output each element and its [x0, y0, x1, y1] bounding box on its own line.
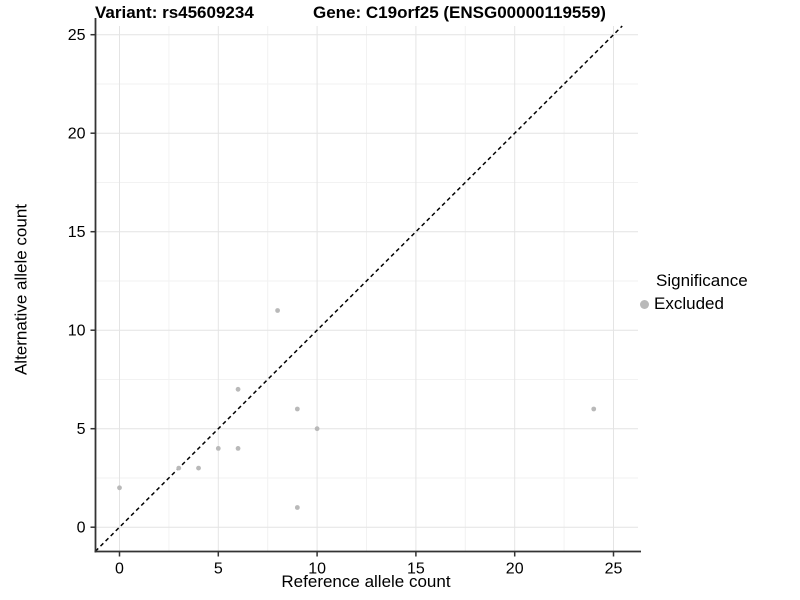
legend-title: Significance: [656, 271, 748, 290]
svg-text:25: 25: [605, 561, 623, 578]
plot-title-gene: Gene: C19orf25 (ENSG00000119559): [313, 3, 606, 22]
svg-text:15: 15: [68, 224, 86, 241]
svg-text:20: 20: [68, 126, 86, 143]
svg-text:0: 0: [115, 561, 124, 578]
excluded-point-icon: [640, 299, 649, 309]
legend-item-label: Excluded: [654, 294, 724, 313]
x-axis-title: Reference allele count: [281, 572, 451, 591]
svg-text:20: 20: [506, 561, 524, 578]
y-axis-title: Alternative allele count: [11, 203, 31, 376]
svg-text:10: 10: [68, 323, 86, 340]
svg-text:25: 25: [68, 27, 86, 44]
legend-item-excluded: Excluded: [640, 294, 748, 314]
svg-text:5: 5: [77, 421, 86, 438]
legend: Significance Excluded: [640, 271, 748, 314]
svg-text:15: 15: [407, 561, 425, 578]
svg-text:0: 0: [77, 520, 86, 537]
svg-text:10: 10: [308, 561, 326, 578]
svg-text:5: 5: [214, 561, 223, 578]
plot-title-variant: Variant: rs45609234: [95, 3, 254, 22]
